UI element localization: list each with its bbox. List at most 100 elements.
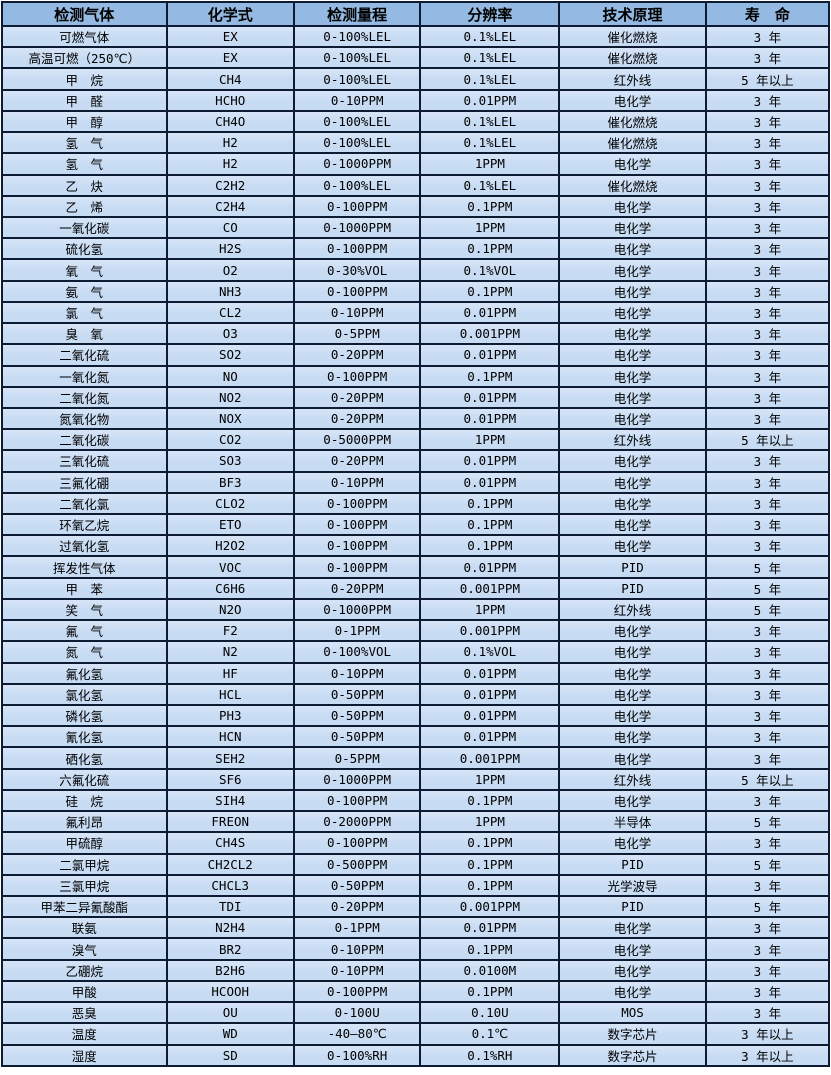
table-row: 乙 烯 C2H4 0-100PPM 0.1PPM 电化学 3 年 xyxy=(1,194,831,218)
cell-formula: H2S xyxy=(165,237,295,261)
cell-range: 0-50PPM xyxy=(292,682,422,707)
cell-range: 0-100PPM xyxy=(292,534,422,558)
table-row: 恶臭 OU 0-100U 0.10U MOS 3 年 xyxy=(1,1001,831,1025)
cell-resolution: 0.01PPM xyxy=(419,703,561,728)
cell-formula: VOC xyxy=(165,555,295,579)
cell-formula: C2H2 xyxy=(165,173,295,197)
cell-range: 0-100PPM xyxy=(292,237,422,261)
cell-principle: 电化学 xyxy=(558,682,707,707)
cell-formula: SIH4 xyxy=(165,788,295,813)
cell-lifespan: 3 年 xyxy=(704,534,831,558)
table-row: 硒化氢 SEH2 0-5PPM 0.001PPM 电化学 3 年 xyxy=(1,746,831,770)
col-header-range: 检测量程 xyxy=(292,1,422,27)
cell-lifespan: 3 年 xyxy=(704,279,831,303)
cell-gas-name: 环氧乙烷 xyxy=(1,513,168,537)
table-row: 联氨 N2H4 0-1PPM 0.01PPM 电化学 3 年 xyxy=(1,916,831,940)
cell-resolution: 0.1PPM xyxy=(419,237,561,261)
cell-resolution: 0.01PPM xyxy=(419,661,561,685)
cell-resolution: 1PPM xyxy=(419,810,561,834)
cell-lifespan: 3 年 xyxy=(704,491,831,516)
cell-principle: 电化学 xyxy=(558,831,707,855)
table-row: 高温可燃（250℃） EX 0-100%LEL 0.1%LEL 催化燃烧 3 年 xyxy=(1,46,831,70)
cell-lifespan: 3 年 xyxy=(704,449,831,473)
cell-lifespan: 3 年 xyxy=(704,916,831,940)
cell-formula: BR2 xyxy=(165,937,295,961)
cell-range: 0-100PPM xyxy=(292,279,422,303)
table-row: 二氧化硫 SO2 0-20PPM 0.01PPM 电化学 3 年 xyxy=(1,343,831,367)
table-row: 可燃气体 EX 0-100%LEL 0.1%LEL 催化燃烧 3 年 xyxy=(1,24,831,49)
cell-gas-name: 过氧化氢 xyxy=(1,534,168,558)
cell-resolution: 0.01PPM xyxy=(419,682,561,707)
cell-gas-name: 硅 烷 xyxy=(1,788,168,813)
table-row: 溴气 BR2 0-10PPM 0.1PPM 电化学 3 年 xyxy=(1,937,831,961)
cell-resolution: 0.1%LEL xyxy=(419,67,561,91)
table-row: 过氧化氢 H2O2 0-100PPM 0.1PPM 电化学 3 年 xyxy=(1,534,831,558)
cell-range: 0-100%VOL xyxy=(292,640,422,664)
cell-principle: PID xyxy=(558,576,707,600)
cell-formula: OU xyxy=(165,1001,295,1025)
cell-range: 0-1PPM xyxy=(292,916,422,940)
cell-principle: 电化学 xyxy=(558,491,707,516)
cell-formula: C6H6 xyxy=(165,576,295,600)
cell-range: 0-20PPM xyxy=(292,576,422,600)
cell-range: 0-20PPM xyxy=(292,894,422,919)
cell-formula: CO xyxy=(165,215,295,240)
cell-resolution: 0.1%RH xyxy=(419,1043,561,1067)
table-row: 笑 气 N2O 0-1000PPM 1PPM 红外线 5 年 xyxy=(1,597,831,622)
cell-lifespan: 5 年 xyxy=(704,576,831,600)
table-body: 可燃气体 EX 0-100%LEL 0.1%LEL 催化燃烧 3 年 高温可燃（… xyxy=(1,24,831,1067)
col-header-lifespan: 寿 命 xyxy=(704,1,831,27)
cell-gas-name: 氢 气 xyxy=(1,152,168,176)
cell-principle: 红外线 xyxy=(558,597,707,622)
cell-lifespan: 5 年 xyxy=(704,852,831,876)
table-row: 甲苯二异氰酸酯 TDI 0-20PPM 0.001PPM PID 5 年 xyxy=(1,894,831,919)
cell-gas-name: 一氧化氮 xyxy=(1,364,168,388)
cell-range: 0-100%LEL xyxy=(292,46,422,70)
cell-principle: 电化学 xyxy=(558,152,707,176)
cell-principle: PID xyxy=(558,894,707,919)
cell-range: 0-10PPM xyxy=(292,937,422,961)
cell-range: 0-100%LEL xyxy=(292,173,422,197)
cell-resolution: 0.1PPM xyxy=(419,831,561,855)
cell-range: -40—80℃ xyxy=(292,1022,422,1046)
table-row: 甲硫醇 CH4S 0-100PPM 0.1PPM 电化学 3 年 xyxy=(1,831,831,855)
cell-principle: 电化学 xyxy=(558,258,707,282)
cell-principle: 电化学 xyxy=(558,300,707,325)
cell-gas-name: 挥发性气体 xyxy=(1,555,168,579)
cell-gas-name: 乙 烯 xyxy=(1,194,168,218)
cell-lifespan: 5 年 xyxy=(704,810,831,834)
cell-range: 0-10PPM xyxy=(292,470,422,494)
table-row: 三氧化硫 SO3 0-20PPM 0.01PPM 电化学 3 年 xyxy=(1,449,831,473)
cell-lifespan: 3 年 xyxy=(704,322,831,346)
cell-gas-name: 六氟化硫 xyxy=(1,767,168,791)
table-row: 磷化氢 PH3 0-50PPM 0.01PPM 电化学 3 年 xyxy=(1,703,831,728)
table-row: 甲 烷 CH4 0-100%LEL 0.1%LEL 红外线 5 年以上 xyxy=(1,67,831,91)
cell-range: 0-20PPM xyxy=(292,406,422,431)
cell-formula: EX xyxy=(165,24,295,49)
cell-range: 0-1000PPM xyxy=(292,767,422,791)
cell-gas-name: 氯 气 xyxy=(1,300,168,325)
cell-formula: NH3 xyxy=(165,279,295,303)
cell-gas-name: 三氟化硼 xyxy=(1,470,168,494)
cell-formula: H2 xyxy=(165,152,295,176)
cell-gas-name: 溴气 xyxy=(1,937,168,961)
cell-lifespan: 3 年 xyxy=(704,513,831,537)
cell-range: 0-100PPM xyxy=(292,364,422,388)
cell-principle: 电化学 xyxy=(558,385,707,409)
cell-resolution: 0.0100M xyxy=(419,958,561,982)
cell-gas-name: 二氧化氯 xyxy=(1,491,168,516)
cell-range: 0-100PPM xyxy=(292,555,422,579)
cell-formula: NOX xyxy=(165,406,295,431)
cell-formula: H2 xyxy=(165,131,295,155)
cell-resolution: 0.01PPM xyxy=(419,555,561,579)
cell-formula: SO3 xyxy=(165,449,295,473)
cell-gas-name: 乙硼烷 xyxy=(1,958,168,982)
cell-lifespan: 3 年 xyxy=(704,88,831,112)
cell-lifespan: 3 年 xyxy=(704,46,831,70)
table-row: 甲酸 HCOOH 0-100PPM 0.1PPM 电化学 3 年 xyxy=(1,979,831,1004)
cell-lifespan: 3 年 xyxy=(704,682,831,707)
cell-lifespan: 3 年 xyxy=(704,619,831,643)
cell-resolution: 0.1PPM xyxy=(419,788,561,813)
cell-principle: 数字芯片 xyxy=(558,1022,707,1046)
cell-gas-name: 氧 气 xyxy=(1,258,168,282)
